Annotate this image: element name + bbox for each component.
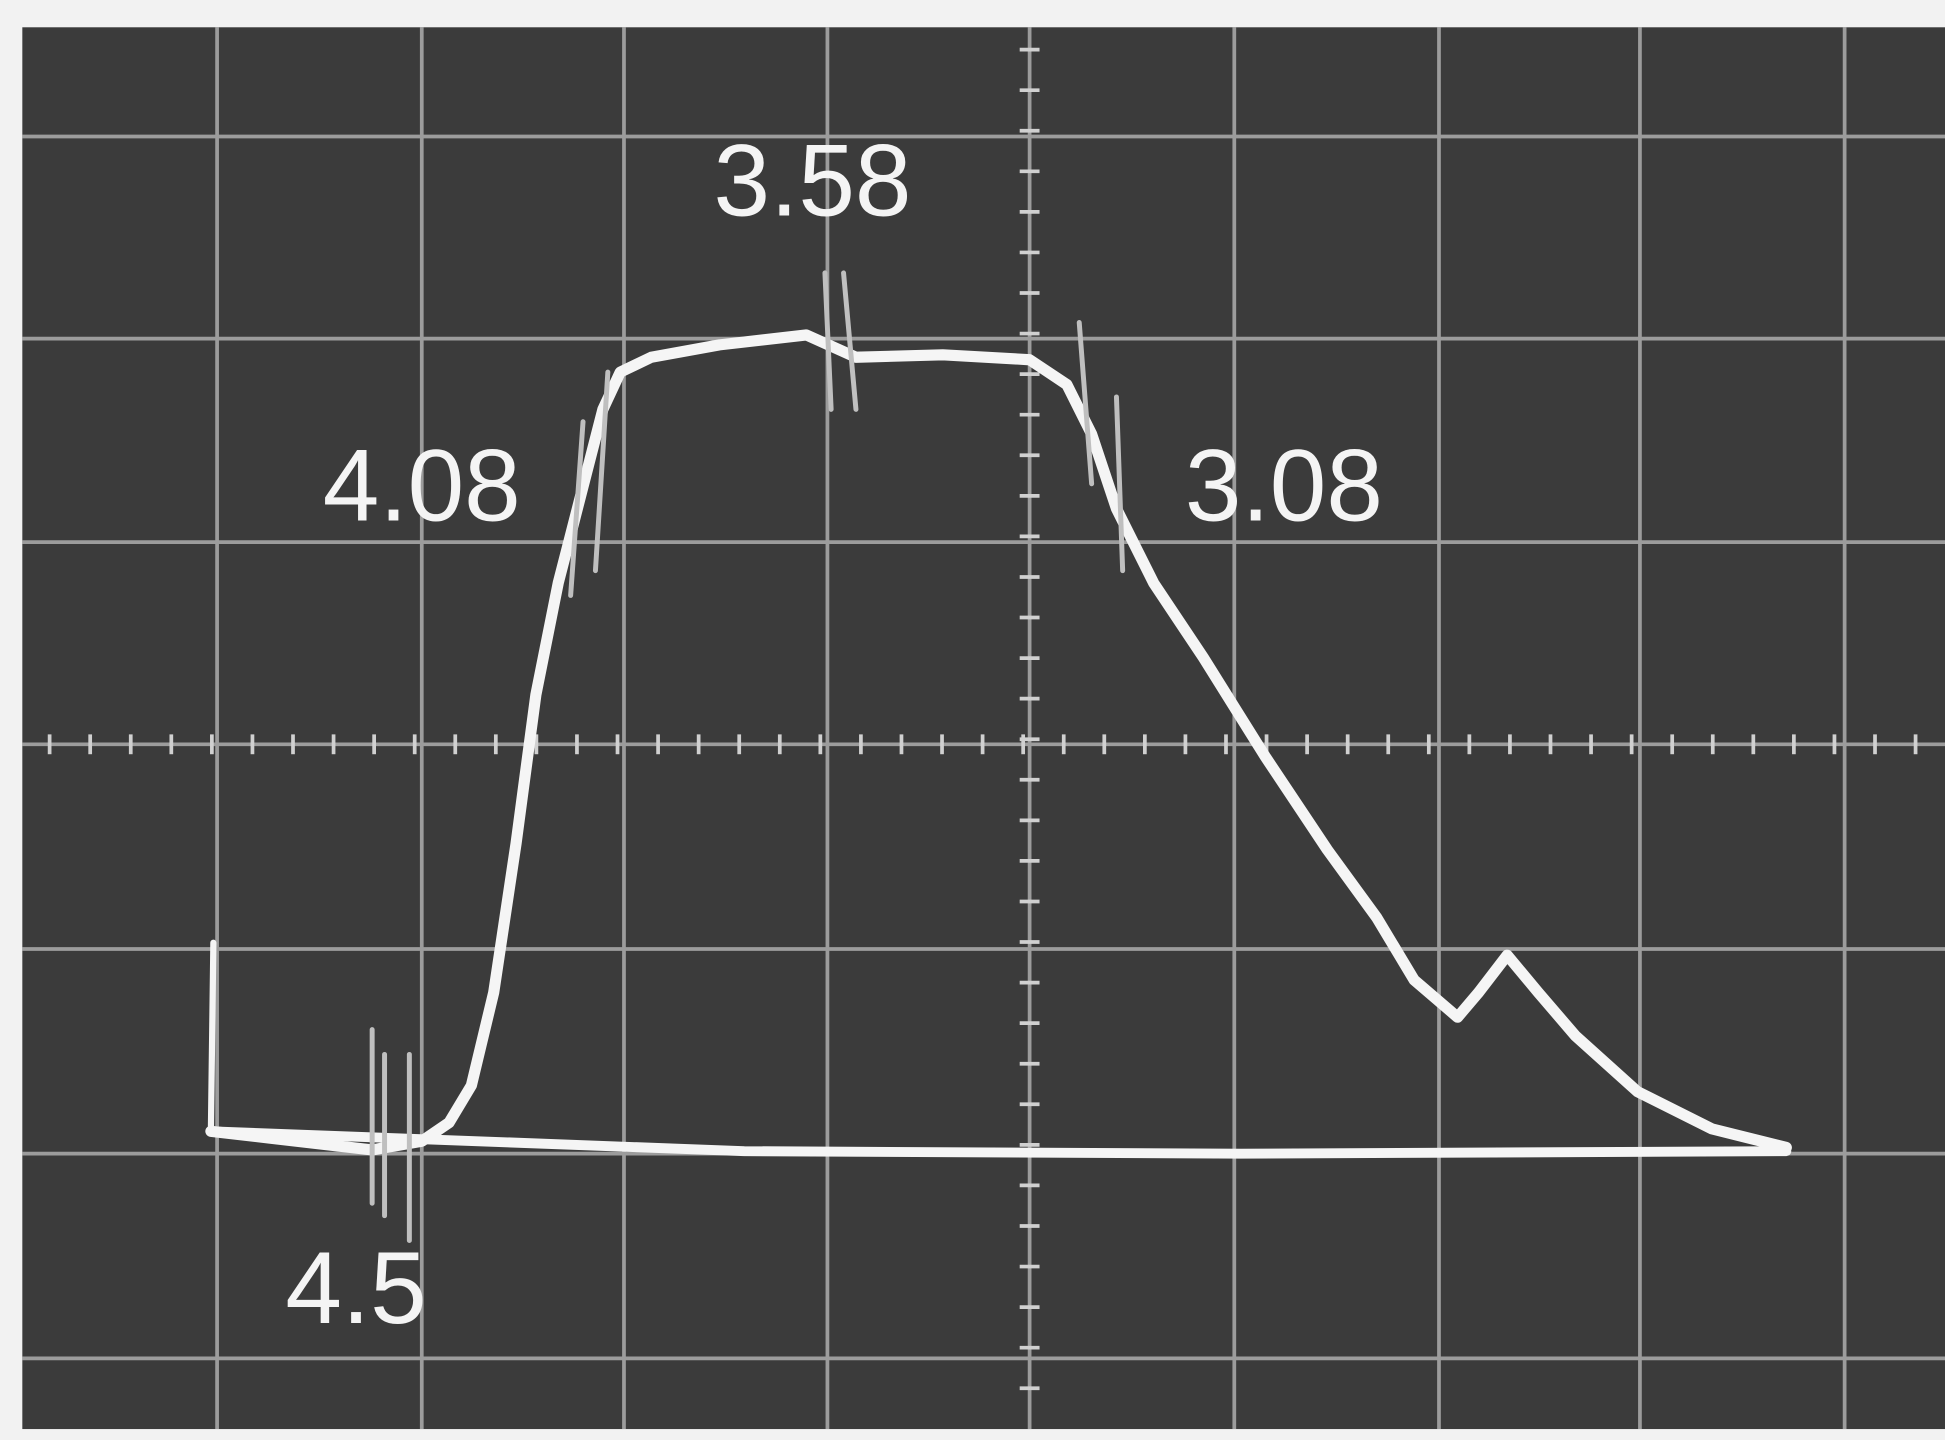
trace-bursts bbox=[369, 270, 1126, 1243]
trace bbox=[205, 270, 1792, 1243]
trace-curve bbox=[205, 329, 1792, 1156]
label-left: 4.08 bbox=[323, 429, 521, 543]
label-right: 3.08 bbox=[1185, 429, 1383, 543]
label-bottom: 4.5 bbox=[285, 1231, 426, 1345]
screen-background bbox=[22, 27, 1945, 1430]
trace-spike bbox=[207, 939, 217, 1135]
screen: 3.58 4.08 3.08 4.5 bbox=[22, 27, 1945, 1430]
trace-baseline bbox=[205, 1126, 1792, 1159]
label-top: 3.58 bbox=[714, 123, 912, 237]
